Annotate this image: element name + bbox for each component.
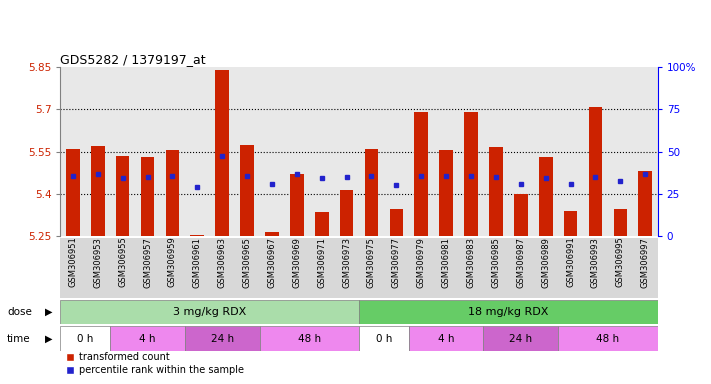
Text: 3 mg/kg RDX: 3 mg/kg RDX [173,307,247,317]
Bar [483,326,558,351]
Bar [359,326,409,351]
Bar [110,326,185,351]
Bar [240,145,254,236]
Bar [514,194,528,236]
Bar [340,190,353,236]
Bar [415,112,428,236]
Bar [390,209,403,236]
Bar [60,300,359,324]
Bar [215,70,229,236]
Text: dose: dose [7,307,32,317]
Bar [359,300,658,324]
Text: 0 h: 0 h [77,334,94,344]
Text: 48 h: 48 h [597,334,619,344]
Text: 0 h: 0 h [375,334,392,344]
Bar [365,149,378,236]
Legend: transformed count, percentile rank within the sample: transformed count, percentile rank withi… [65,353,244,375]
Bar [638,171,652,236]
Text: ▶: ▶ [45,307,53,317]
Text: 24 h: 24 h [210,334,234,344]
Bar [265,232,279,236]
Bar [589,107,602,236]
Bar [260,326,359,351]
Bar [539,157,552,236]
Bar [290,174,304,236]
Bar [191,235,204,236]
Text: 48 h: 48 h [298,334,321,344]
Bar [464,112,478,236]
Bar [409,326,483,351]
Text: 24 h: 24 h [509,334,533,344]
Text: 4 h: 4 h [438,334,454,344]
Bar [489,147,503,236]
Bar [116,156,129,236]
Bar [558,326,658,351]
Bar [166,150,179,236]
Bar [564,211,577,236]
Bar [185,326,260,351]
Text: time: time [7,334,31,344]
Text: GDS5282 / 1379197_at: GDS5282 / 1379197_at [60,53,206,66]
Bar [91,146,105,236]
Bar [315,212,328,236]
Text: ▶: ▶ [45,334,53,344]
Bar [141,157,154,236]
Bar [439,150,453,236]
Text: 18 mg/kg RDX: 18 mg/kg RDX [468,307,549,317]
Bar [614,209,627,236]
Text: 4 h: 4 h [139,334,156,344]
Bar [60,326,110,351]
Bar [66,149,80,236]
